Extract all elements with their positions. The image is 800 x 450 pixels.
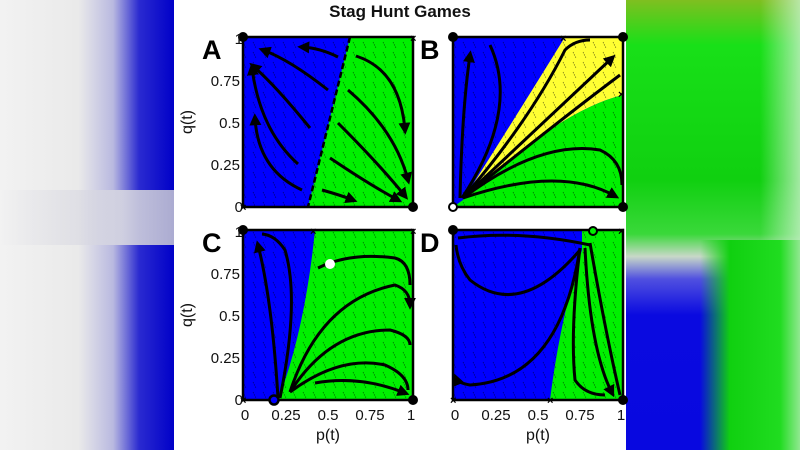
panel-a: × × A [202, 32, 418, 214]
svg-text:0: 0 [235, 392, 243, 409]
y-ticks-bottom: 0 0.25 0.5 0.75 1 [211, 224, 243, 409]
panel-b: × × B [420, 32, 628, 212]
svg-text:×: × [547, 395, 553, 407]
svg-text:×: × [410, 33, 416, 45]
svg-text:1: 1 [617, 407, 625, 424]
y-axis-label-bottom: q(t) [179, 303, 196, 327]
svg-text:1: 1 [235, 31, 243, 48]
svg-text:1: 1 [407, 407, 415, 424]
white-marker [325, 259, 335, 269]
svg-text:0.75: 0.75 [565, 407, 594, 424]
svg-text:0.5: 0.5 [219, 308, 240, 325]
panel-label-c: C [202, 228, 222, 258]
x-axis-label-right: p(t) [526, 427, 550, 444]
panel-label-b: B [420, 35, 440, 65]
blurred-background-right-green [700, 240, 800, 450]
svg-text:×: × [560, 33, 566, 45]
y-ticks-top: 0 0.25 0.5 0.75 1 [211, 31, 243, 216]
svg-text:0.5: 0.5 [219, 115, 240, 132]
y-axis-label-top: q(t) [179, 110, 196, 134]
panel-label-a: A [202, 35, 222, 65]
x-ticks-right: 0 0.25 0.5 0.75 1 [451, 407, 625, 424]
panel-label-d: D [420, 228, 440, 258]
x-axis-label-left: p(t) [316, 427, 340, 444]
svg-text:0: 0 [451, 407, 459, 424]
svg-text:0.25: 0.25 [271, 407, 300, 424]
svg-text:×: × [310, 226, 316, 238]
panel-c: × × × C [202, 225, 418, 407]
svg-text:×: × [450, 395, 456, 407]
svg-text:0.75: 0.75 [211, 73, 240, 90]
svg-text:0.75: 0.75 [211, 266, 240, 283]
svg-text:0.5: 0.5 [528, 407, 549, 424]
svg-text:0.5: 0.5 [318, 407, 339, 424]
panel-d: × × × D [420, 225, 628, 407]
figure-title: Stag Hunt Games [329, 2, 471, 21]
svg-text:0.25: 0.25 [211, 350, 240, 367]
svg-text:×: × [410, 226, 416, 238]
blurred-background-right-highlight [760, 0, 800, 240]
svg-text:1: 1 [235, 224, 243, 241]
svg-text:×: × [618, 226, 624, 238]
svg-text:0: 0 [241, 407, 249, 424]
blurred-background-left-band [0, 190, 174, 245]
svg-text:0.25: 0.25 [481, 407, 510, 424]
svg-text:0: 0 [235, 199, 243, 216]
svg-text:0.75: 0.75 [355, 407, 384, 424]
svg-text:0.25: 0.25 [211, 157, 240, 174]
svg-text:×: × [240, 202, 246, 214]
svg-text:×: × [240, 395, 246, 407]
svg-text:×: × [618, 89, 624, 101]
x-ticks-left: 0 0.25 0.5 0.75 1 [241, 407, 415, 424]
